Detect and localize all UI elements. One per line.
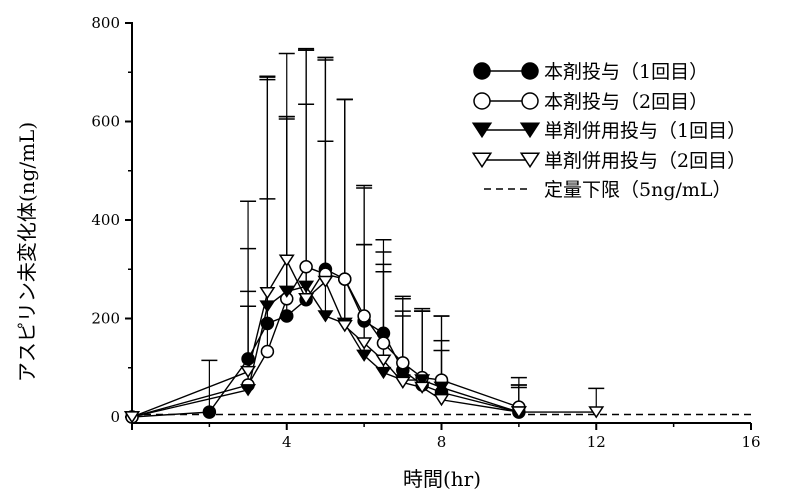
data-point <box>298 280 315 293</box>
y-tick-label: 0 <box>110 408 120 426</box>
series-markers <box>124 254 605 424</box>
data-point <box>240 384 257 397</box>
data-point <box>396 356 410 370</box>
data-point <box>298 292 315 306</box>
data-point <box>259 287 276 300</box>
y-tick-label: 800 <box>91 14 120 32</box>
data-point <box>433 381 450 394</box>
legend-marker <box>473 62 491 80</box>
y-tick-label: 200 <box>91 310 120 328</box>
data-point <box>317 275 334 289</box>
data-point <box>414 374 431 387</box>
data-point <box>433 393 450 407</box>
y-axis-title: アスピリン未変化体(ng/mL) <box>15 122 39 382</box>
axes-layer: 0 200 400 600 800 4 8 12 16 <box>91 14 760 451</box>
data-point <box>278 254 295 267</box>
data-point <box>202 405 217 419</box>
legend-marker <box>471 122 493 139</box>
data-point <box>338 272 352 286</box>
data-point <box>414 381 431 394</box>
data-point <box>510 406 527 419</box>
x-tick-label: 4 <box>282 433 292 451</box>
legend-marker <box>521 62 539 80</box>
legend-marker <box>471 152 493 169</box>
data-point <box>241 352 255 366</box>
legend: 本剤投与（1回目） 本剤投与（2回目） 単剤併用投与（1回目） 単剤併用投与（2回目）… <box>471 61 746 201</box>
legend-label: 定量下限（5ng/mL） <box>544 179 732 201</box>
x-tick-label: 8 <box>437 433 447 451</box>
x-tick-label: 16 <box>741 433 760 451</box>
data-point <box>336 320 353 333</box>
y-tick-label: 400 <box>91 211 120 229</box>
x-axis-title: 時間(hr) <box>403 467 481 491</box>
data-point <box>260 344 275 359</box>
data-point <box>240 365 257 379</box>
data-point <box>376 336 391 350</box>
data-point <box>259 300 276 313</box>
data-point <box>357 309 371 323</box>
legend-marker <box>519 152 541 169</box>
legend-label: 単剤併用投与（1回目） <box>544 120 746 142</box>
x-tick-label: 12 <box>587 433 606 451</box>
data-point <box>278 285 295 298</box>
legend-label: 本剤投与（2回目） <box>544 91 708 113</box>
legend-label: 本剤投与（1回目） <box>544 61 708 83</box>
data-point <box>124 411 140 424</box>
data-point <box>375 354 392 367</box>
data-point <box>394 376 411 390</box>
legend-marker <box>521 92 539 110</box>
data-point <box>356 349 373 362</box>
data-point <box>299 260 313 274</box>
legend-label: 単剤併用投与（2回目） <box>544 150 746 172</box>
legend-marker <box>519 122 541 139</box>
legend-marker <box>473 92 491 110</box>
data-point <box>280 309 294 323</box>
data-point <box>317 310 334 323</box>
data-point <box>356 337 373 350</box>
y-tick-label: 600 <box>91 113 120 131</box>
data-point <box>260 316 275 331</box>
data-point <box>588 406 605 419</box>
data-point <box>375 366 392 380</box>
